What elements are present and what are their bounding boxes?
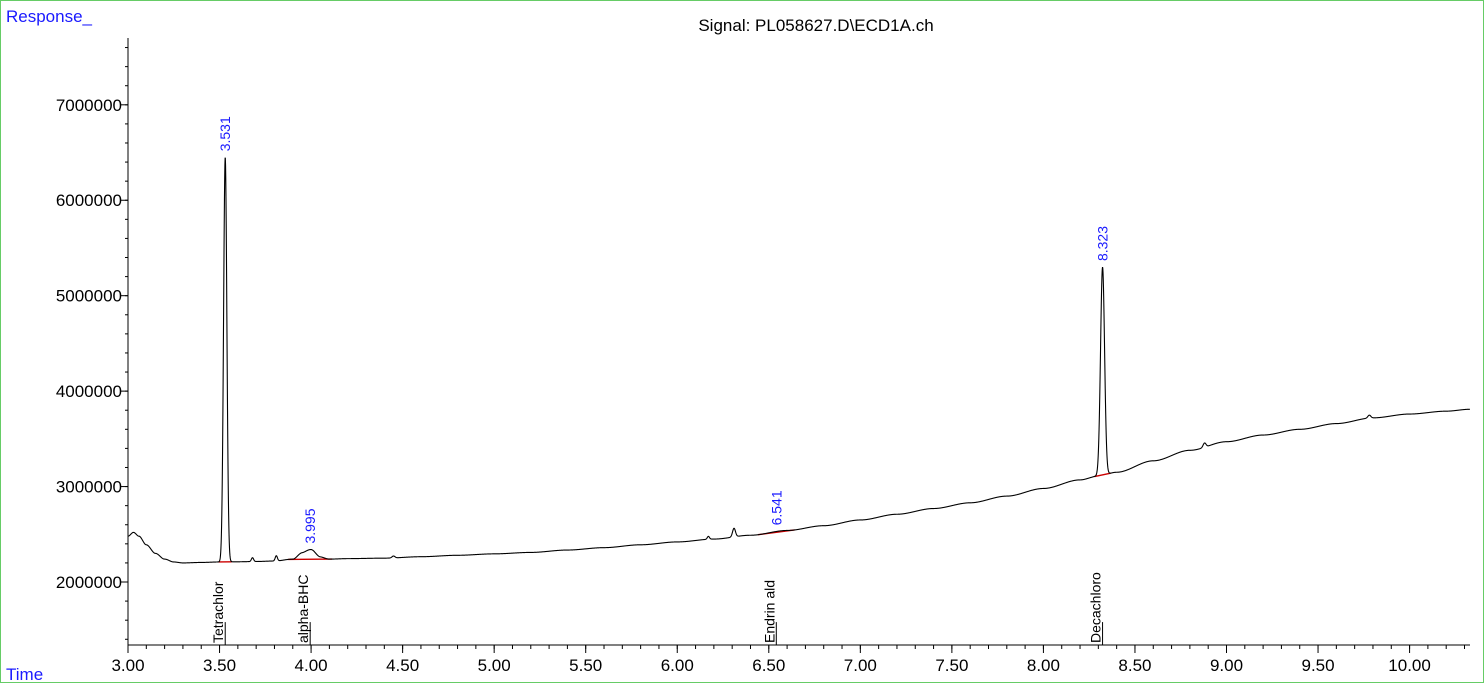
retention-time-label: 6.541 [768,490,784,525]
peak-labels: Tetrachlor 3.531 alpha-BHC 3.995 Endrin ald 6… [210,116,1111,645]
y-tick-label: 7000000 [56,96,122,115]
x-tick-label: 8.00 [1027,656,1060,675]
axes-group: 2000000 3000000 4000000 5000000 6000000 70000… [56,38,1470,675]
x-tick-label: 9.00 [1210,656,1243,675]
integration-baseline [1094,472,1111,478]
retention-time-label: 3.531 [217,116,233,151]
y-tick-label: 2000000 [56,573,122,592]
signal-trace [127,157,1470,564]
x-tick-label: 7.50 [935,656,968,675]
x-tick-label: 3.50 [203,656,236,675]
compound-label: alpha-BHC [295,575,311,643]
retention-time-label: 3.995 [302,508,318,543]
chart-title: Signal: PL058627.D\ECD1A.ch [698,16,933,35]
x-tick-label: 6.50 [752,656,785,675]
compound-label: Decachloro [1088,572,1104,643]
y-tick-label: 5000000 [56,287,122,306]
x-tick-label: 4.50 [386,656,419,675]
x-tick-label: 3.00 [111,656,144,675]
compound-label: Tetrachlor [210,581,226,643]
trace-layer [127,157,1470,564]
x-tick-label: 4.00 [295,656,328,675]
x-tick-label: 5.00 [478,656,511,675]
x-tick-label: 10.00 [1388,656,1431,675]
y-tick-label: 3000000 [56,478,122,497]
y-tick-label: 4000000 [56,382,122,401]
x-tick-label: 5.50 [569,656,602,675]
y-axis-label: Response_ [6,7,93,26]
x-tick-label: 8.50 [1118,656,1151,675]
retention-time-label: 8.323 [1095,226,1111,261]
x-tick-label: 6.00 [661,656,694,675]
compound-label: Endrin ald [761,580,777,643]
y-tick-label: 6000000 [56,191,122,210]
x-tick-label: 9.50 [1301,656,1334,675]
integration-baselines [218,472,1111,563]
x-axis-label: Time [6,665,43,683]
x-tick-label: 7.00 [844,656,877,675]
